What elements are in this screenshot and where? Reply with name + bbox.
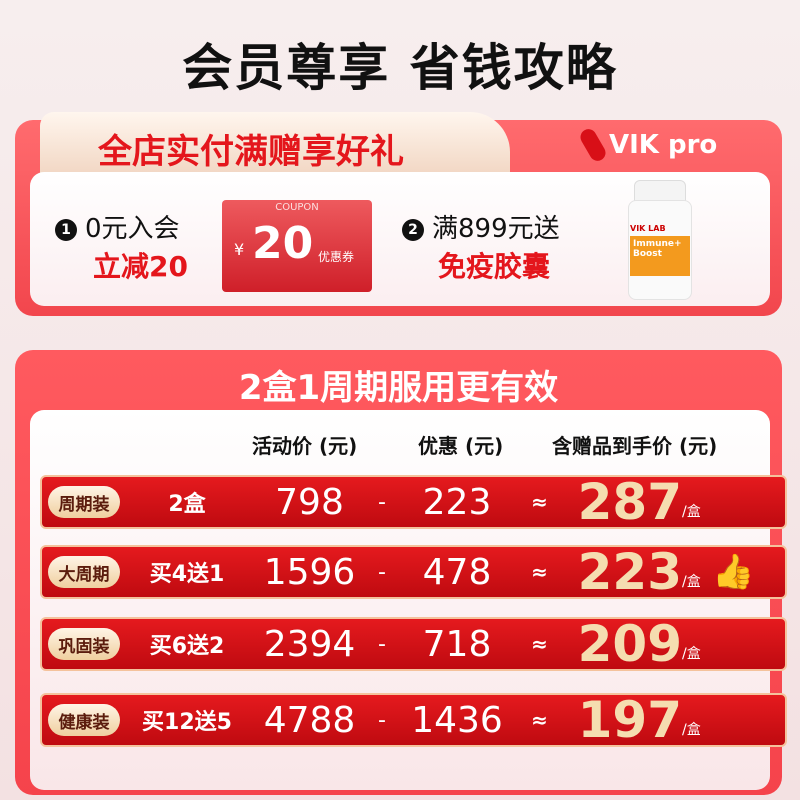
step-2-line1: 满899元送 <box>432 214 560 244</box>
activity-price: 798 <box>275 481 344 523</box>
brand-logo: VIK pro <box>577 126 718 164</box>
final-price: 197 <box>577 691 682 749</box>
thumbs-up-icon: 👍 <box>712 552 755 592</box>
discount: 718 <box>422 623 492 665</box>
coupon-currency: ¥ <box>234 240 245 259</box>
table-row[interactable]: 健康装 买12送5 4788 - 1436 ≈ 197 /盒 <box>40 691 787 749</box>
final-price: 223 <box>577 543 682 601</box>
unit-label: /盒 <box>682 646 701 662</box>
discount: 223 <box>422 481 492 523</box>
package-badge: 大周期 <box>48 556 120 588</box>
step-1-line2: 立减20 <box>93 250 188 283</box>
product-brand: VIK LAB <box>630 224 666 233</box>
product-bottle: VIK LAB Immune+ Boost <box>628 180 692 300</box>
package-quantity: 2盒 <box>168 492 206 517</box>
promo-heading: 全店实付满赠享好礼 <box>98 132 404 172</box>
column-header-discount: 优惠 (元) <box>418 434 504 458</box>
approx-sign: ≈ <box>531 490 548 514</box>
coupon-text: 优惠券 <box>318 250 355 264</box>
activity-price: 4788 <box>263 699 356 741</box>
step-1-line1: 0元入会 <box>85 214 180 244</box>
column-header-final: 含赠品到手价 (元) <box>552 434 718 458</box>
coupon-label: COUPON <box>275 202 319 213</box>
package-badge: 周期装 <box>48 486 120 518</box>
coupon[interactable]: COUPON ¥ 20 优惠券 <box>222 200 372 292</box>
unit-label: /盒 <box>682 574 701 590</box>
minus-sign: - <box>378 489 386 515</box>
table-row[interactable]: 大周期 买4送1 1596 - 478 ≈ 223 /盒 👍 <box>40 543 787 601</box>
column-header-price: 活动价 (元) <box>252 434 358 458</box>
table-row[interactable]: 周期装 2盒 798 - 223 ≈ 287 /盒 <box>40 473 787 531</box>
package-quantity: 买4送1 <box>149 562 225 587</box>
step-number: 2 <box>402 218 424 241</box>
minus-sign: - <box>378 631 386 657</box>
approx-sign: ≈ <box>531 632 548 656</box>
coupon-value: 20 <box>252 218 314 269</box>
final-price: 287 <box>577 473 682 531</box>
package-badge: 巩固装 <box>48 628 120 660</box>
brand-name: VIK pro <box>609 130 718 160</box>
final-price: 209 <box>577 615 682 673</box>
step-1: 1 0元入会 立减20 <box>55 208 188 285</box>
page-title: 会员尊享 省钱攻略 <box>182 39 618 97</box>
activity-price: 1596 <box>263 551 356 593</box>
step-number: 1 <box>55 218 77 241</box>
promo-tab: 全店实付满赠享好礼 <box>40 112 510 174</box>
step-2: 2 满899元送 免疫胶囊 <box>402 208 560 285</box>
minus-sign: - <box>378 559 386 585</box>
table-row[interactable]: 巩固装 买6送2 2394 - 718 ≈ 209 /盒 <box>40 615 787 673</box>
package-badge: 健康装 <box>48 704 120 736</box>
product-name: Immune+ Boost <box>630 236 690 276</box>
package-quantity: 买6送2 <box>149 634 225 659</box>
step-2-line2: 免疫胶囊 <box>438 250 551 283</box>
table-heading: 2盒1周期服用更有效 <box>238 368 559 408</box>
discount: 478 <box>422 551 492 593</box>
approx-sign: ≈ <box>531 708 548 732</box>
activity-price: 2394 <box>263 623 356 665</box>
unit-label: /盒 <box>682 722 701 738</box>
approx-sign: ≈ <box>531 560 548 584</box>
unit-label: /盒 <box>682 504 701 520</box>
minus-sign: - <box>378 707 386 733</box>
discount: 1436 <box>411 699 503 741</box>
package-quantity: 买12送5 <box>142 710 232 735</box>
